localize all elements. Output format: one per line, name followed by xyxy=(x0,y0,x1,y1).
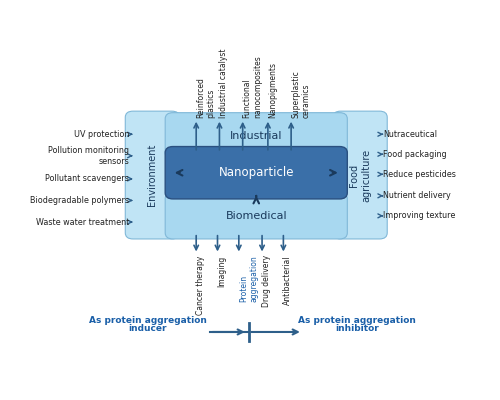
FancyBboxPatch shape xyxy=(165,146,348,199)
Text: UV protection: UV protection xyxy=(74,130,129,139)
Text: As protein aggregation: As protein aggregation xyxy=(298,316,416,325)
FancyBboxPatch shape xyxy=(126,111,180,239)
Text: Reinforced
plastics: Reinforced plastics xyxy=(196,77,216,118)
Text: Pollutant scavengers: Pollutant scavengers xyxy=(46,174,129,183)
Text: Biomedical: Biomedical xyxy=(226,211,287,221)
Text: Biodegradable polymers: Biodegradable polymers xyxy=(30,196,129,205)
Text: Improving texture: Improving texture xyxy=(384,211,456,220)
FancyBboxPatch shape xyxy=(165,193,348,239)
Text: Drug delivery: Drug delivery xyxy=(262,255,271,308)
Text: Food packaging: Food packaging xyxy=(384,150,447,159)
Text: inducer: inducer xyxy=(128,324,167,333)
Text: Antibacterial: Antibacterial xyxy=(284,255,292,305)
Text: Environment: Environment xyxy=(148,144,158,206)
Text: inhibitor: inhibitor xyxy=(335,324,379,333)
Text: Nutraceutical: Nutraceutical xyxy=(384,130,438,139)
Text: Nanopigments: Nanopigments xyxy=(268,62,277,118)
Text: Waste water treatment: Waste water treatment xyxy=(36,218,129,226)
Text: As protein aggregation: As protein aggregation xyxy=(89,316,206,325)
Text: Nanoparticle: Nanoparticle xyxy=(218,166,294,179)
FancyBboxPatch shape xyxy=(165,113,348,159)
Text: Cancer therapy: Cancer therapy xyxy=(196,255,205,314)
Text: Industrial: Industrial xyxy=(230,131,282,141)
Text: Industrial catalyst: Industrial catalyst xyxy=(220,49,228,118)
Text: Nutrient delivery: Nutrient delivery xyxy=(384,191,451,200)
Text: Functional
nanocomposites: Functional nanocomposites xyxy=(242,56,262,118)
Text: Imaging: Imaging xyxy=(218,255,226,286)
FancyBboxPatch shape xyxy=(333,111,387,239)
Text: Food
agriculture: Food agriculture xyxy=(349,149,372,202)
Text: Superplastic
ceramics: Superplastic ceramics xyxy=(291,70,310,118)
Text: Pollution monitoring
sensors: Pollution monitoring sensors xyxy=(48,146,129,166)
Text: Reduce pesticides: Reduce pesticides xyxy=(384,170,456,179)
Text: Protein
aggregation: Protein aggregation xyxy=(239,255,258,302)
